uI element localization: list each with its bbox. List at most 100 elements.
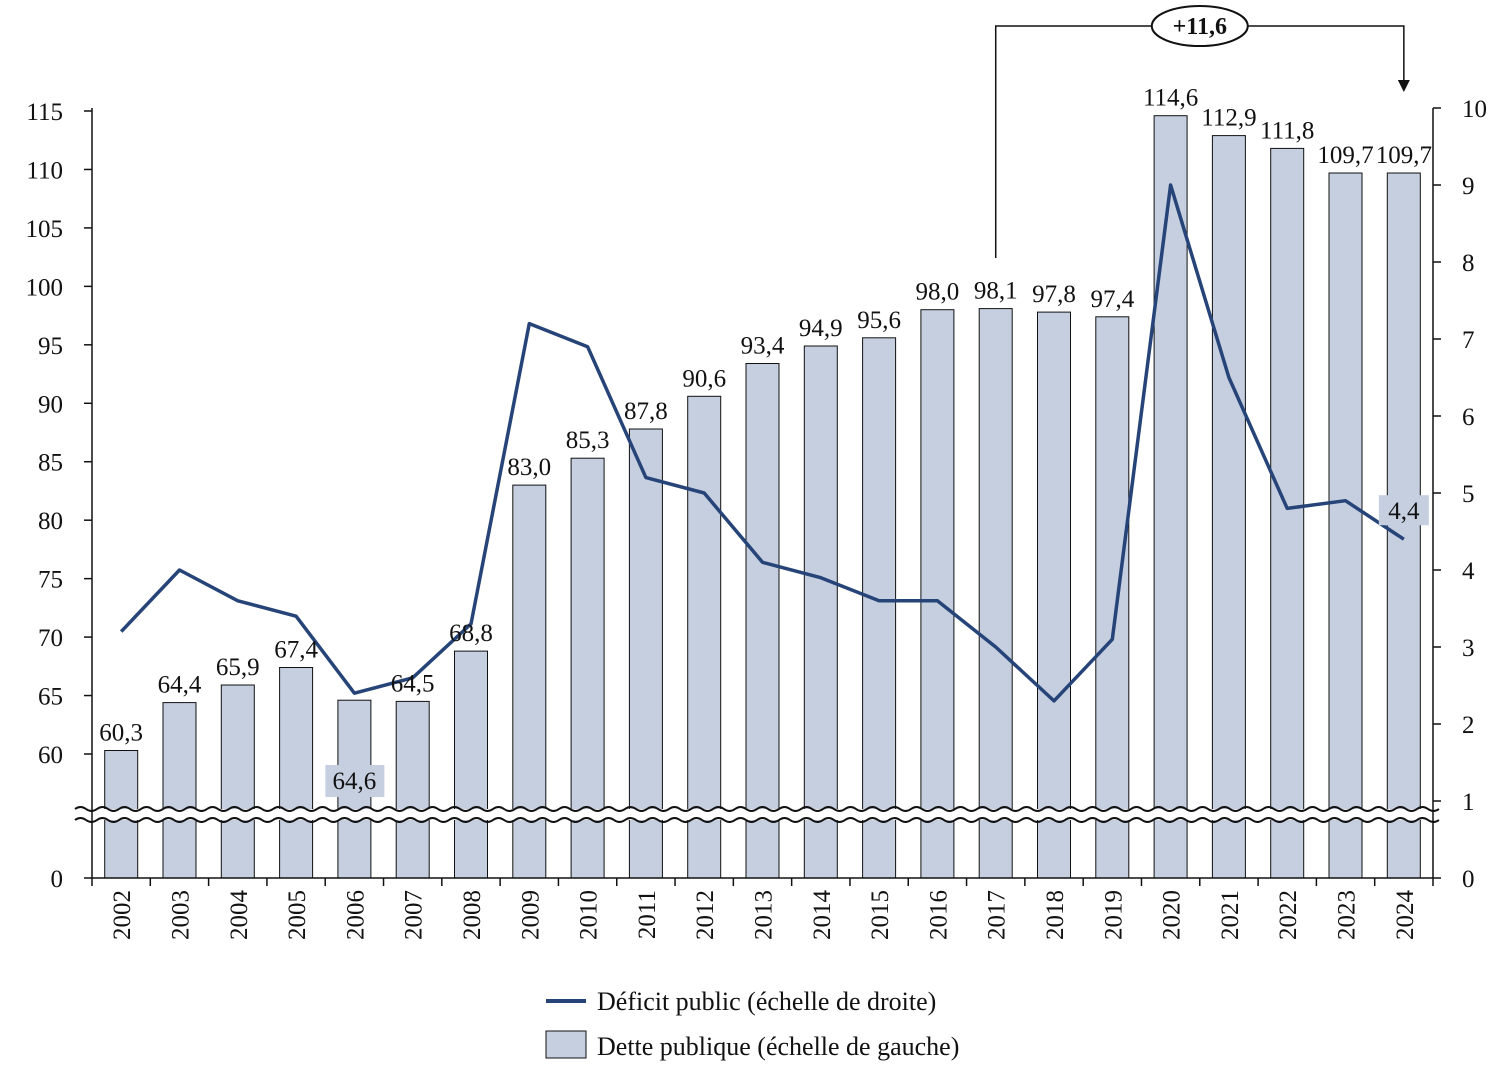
bar-data-label: 94,9 (799, 315, 843, 342)
right-tick-label: 7 (1462, 327, 1475, 354)
bar-data-label: 83,0 (507, 454, 551, 481)
x-tick-label: 2009 (517, 890, 544, 940)
x-tick-label: 2013 (751, 890, 778, 940)
left-tick-label: 100 (26, 274, 64, 301)
left-tick-label: 115 (26, 99, 63, 126)
x-tick-label: 2008 (459, 890, 486, 940)
deficit-data-label: 4,4 (1388, 498, 1420, 525)
bar-data-label: 111,8 (1260, 117, 1314, 144)
right-tick-label: 1 (1462, 789, 1475, 816)
x-tick-label: 2004 (226, 890, 253, 941)
legend-label-deficit: Déficit public (échelle de droite) (597, 987, 936, 1016)
left-tick-label: 90 (38, 391, 63, 418)
bar-data-label: 64,6 (332, 768, 376, 795)
x-tick-label: 2002 (109, 890, 136, 940)
bar-2019 (1095, 316, 1130, 879)
bar-data-label: 85,3 (566, 427, 610, 454)
left-tick-label: 75 (38, 567, 63, 594)
annotation-arrowhead (1397, 80, 1410, 92)
bar-data-label: 60,3 (99, 719, 143, 746)
legend-bar-swatch (545, 1030, 587, 1059)
bar-2013 (745, 363, 780, 879)
left-tick-label: 65 (38, 684, 63, 711)
x-tick-label: 2010 (576, 890, 603, 940)
bar-data-label: 65,9 (216, 654, 260, 681)
right-tick-label: 4 (1462, 558, 1475, 585)
right-tick-label: 2 (1462, 712, 1475, 739)
bar-2022 (1270, 147, 1305, 879)
axis-break-line-bottom (74, 817, 1440, 823)
x-tick-label: 2012 (692, 890, 719, 940)
x-tick-label: 2017 (984, 890, 1011, 940)
bar-2017 (978, 308, 1013, 879)
bar-data-label: 114,6 (1143, 85, 1198, 112)
bar-2021 (1211, 135, 1246, 879)
left-tick-label: 70 (38, 625, 63, 652)
bar-data-label: 109,7 (1376, 142, 1432, 169)
x-tick-label: 2022 (1275, 890, 1302, 940)
right-tick-label: 6 (1462, 404, 1475, 431)
left-tick-label: 95 (38, 333, 63, 360)
bar-2024 (1386, 172, 1421, 879)
bar-data-label: 98,0 (916, 279, 960, 306)
right-tick-label: 3 (1462, 635, 1475, 662)
bar-data-label: 87,8 (624, 398, 668, 425)
x-tick-label: 2020 (1159, 890, 1186, 940)
axis-break-gap (75, 809, 1433, 820)
bar-data-label: 90,6 (682, 365, 726, 392)
bar-2012 (687, 395, 722, 879)
axis-break-line-top (74, 806, 1440, 812)
bar-data-label: 97,8 (1032, 281, 1076, 308)
bar-data-label: 95,6 (857, 307, 901, 334)
x-tick-label: 2021 (1217, 890, 1244, 940)
x-tick-label: 2016 (925, 890, 952, 940)
bar-data-label: 109,7 (1317, 142, 1373, 169)
deficit-line (119, 183, 1405, 703)
x-tick-label: 2023 (1334, 890, 1361, 940)
x-tick-label: 2014 (809, 890, 836, 941)
right-tick-label: 0 (1462, 866, 1475, 893)
x-tick-label: 2007 (401, 890, 428, 940)
left-tick-label: 80 (38, 508, 63, 535)
bar-2023 (1328, 172, 1363, 879)
right-tick-label: 9 (1462, 173, 1475, 200)
right-tick-label: 10 (1462, 96, 1487, 123)
bar-2005 (279, 667, 314, 879)
x-tick-label: 2018 (1042, 890, 1069, 940)
bar-2014 (803, 345, 838, 879)
bar-2007 (395, 700, 430, 879)
right-tick-label: 8 (1462, 250, 1475, 277)
bar-data-label: 64,4 (158, 672, 202, 699)
bar-data-label: 67,4 (274, 636, 318, 663)
x-tick-label: 2019 (1100, 890, 1127, 940)
bar-2003 (162, 702, 197, 879)
bar-2018 (1037, 311, 1071, 879)
x-tick-label: 2006 (342, 890, 369, 940)
deficit-data-label-box (1378, 495, 1429, 526)
x-tick-label: 2024 (1392, 890, 1419, 941)
legend-label-debt: Dette publique (échelle de gauche) (597, 1032, 959, 1061)
bar-data-label: 112,9 (1201, 105, 1256, 132)
bar-data-label: 97,4 (1090, 286, 1134, 313)
x-tick-label: 2011 (634, 890, 661, 939)
bar-2016 (920, 309, 955, 879)
bar-2015 (862, 337, 897, 879)
left-tick-label: 60 (38, 742, 63, 769)
right-tick-label: 5 (1462, 481, 1475, 508)
x-tick-label: 2015 (867, 890, 894, 940)
left-tick-label: 85 (38, 450, 63, 477)
bar-data-label: 93,4 (741, 333, 785, 360)
bar-data-label: 98,1 (974, 278, 1018, 305)
annotation-label: +11,6 (1173, 14, 1227, 40)
bar-data-label: 68,8 (449, 620, 493, 647)
x-tick-label: 2005 (284, 890, 311, 940)
data-label-box (325, 765, 385, 797)
x-tick-label: 2003 (167, 890, 194, 940)
left-tick-label: 0 (51, 866, 64, 893)
bar-data-label: 64,5 (391, 670, 435, 697)
annotation-ellipse (1150, 5, 1249, 47)
bar-2008 (454, 650, 488, 879)
left-tick-label: 105 (26, 216, 64, 243)
bar-2004 (220, 684, 255, 879)
